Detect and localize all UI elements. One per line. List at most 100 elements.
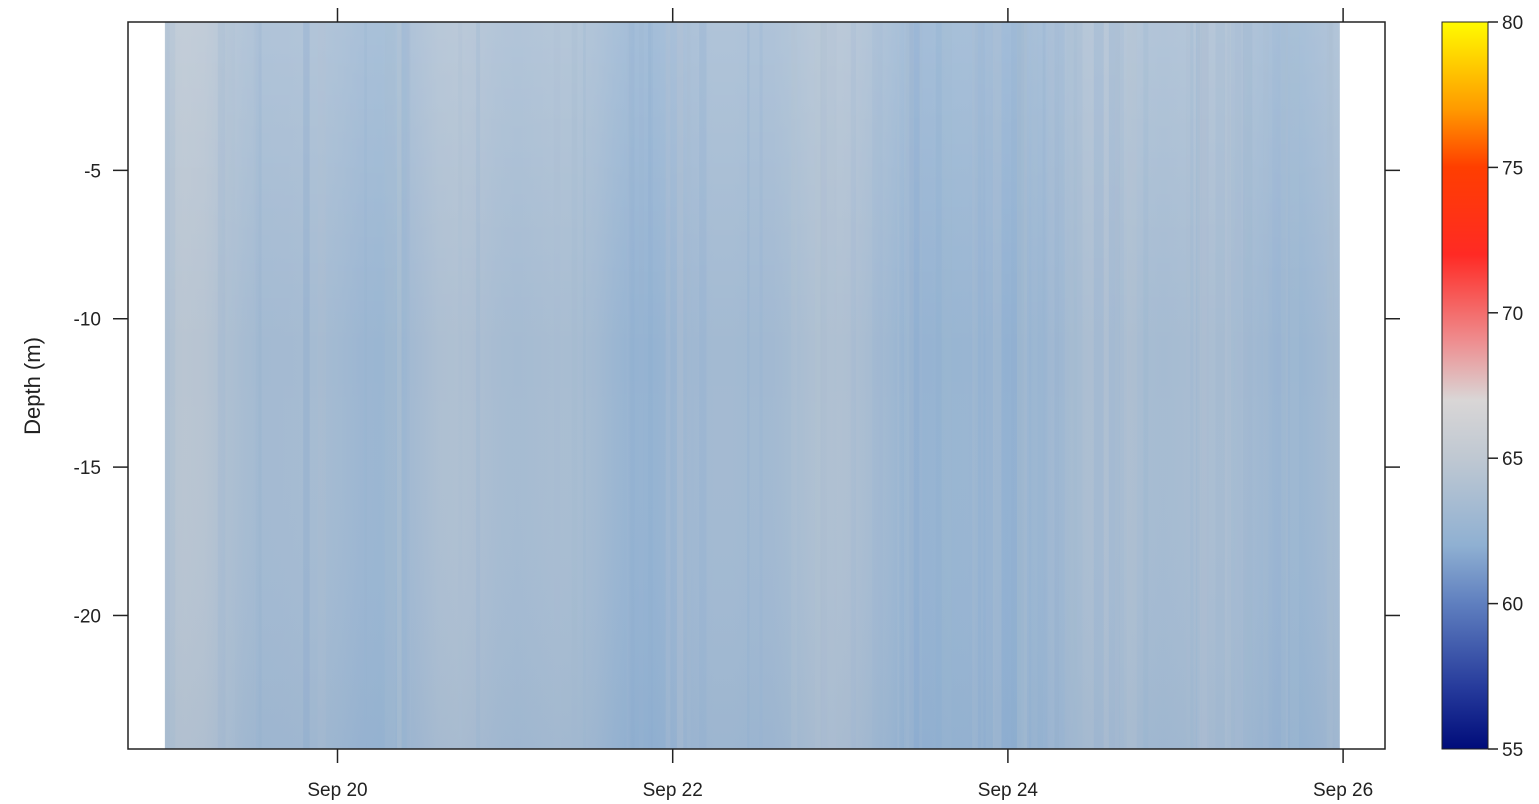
heatmap-streak bbox=[1196, 22, 1202, 749]
colorbar-tick-label: 75 bbox=[1502, 158, 1523, 179]
heatmap-streak bbox=[1243, 22, 1253, 749]
heatmap-streak bbox=[476, 22, 481, 749]
heatmap-streak bbox=[364, 22, 367, 749]
heatmap-streak bbox=[317, 22, 326, 749]
heatmap-streak bbox=[980, 22, 984, 749]
x-tick-label: Sep 20 bbox=[307, 780, 367, 801]
colorbar-tick-label: 60 bbox=[1502, 595, 1523, 616]
y-tick-label: -10 bbox=[74, 310, 101, 331]
heatmap-streak bbox=[1115, 22, 1120, 749]
heatmap-streak bbox=[1197, 22, 1207, 749]
y-tick-label: -5 bbox=[84, 161, 101, 182]
heatmap-depth-shade bbox=[164, 22, 1340, 749]
heatmap-streak bbox=[303, 22, 310, 749]
heatmap-streak bbox=[1285, 22, 1288, 749]
colorbar-tick-label: 80 bbox=[1502, 13, 1523, 34]
heatmap-streak bbox=[1047, 22, 1055, 749]
y-tick-label: -15 bbox=[74, 458, 101, 479]
heatmap-streak bbox=[401, 22, 410, 749]
heatmap-streak bbox=[1017, 22, 1025, 749]
heatmap-streak bbox=[406, 22, 411, 749]
heatmap-streak bbox=[1066, 22, 1077, 749]
heatmap-streak bbox=[699, 22, 707, 749]
heatmap-streak bbox=[1093, 22, 1104, 749]
heatmap-streak bbox=[1017, 22, 1028, 749]
heatmap-streak bbox=[1215, 22, 1225, 749]
x-tick-label: Sep 26 bbox=[1313, 780, 1373, 801]
colorbar-tick-label: 55 bbox=[1502, 740, 1523, 761]
heatmap-streak bbox=[909, 22, 920, 749]
heatmap-streak bbox=[974, 22, 985, 749]
heatmap-streak bbox=[1198, 22, 1209, 749]
heatmap-streak bbox=[791, 22, 798, 749]
heatmap-streak bbox=[1054, 22, 1059, 749]
heatmap-streak bbox=[1119, 22, 1124, 749]
heatmap-streak bbox=[626, 22, 631, 749]
heatmap-streak bbox=[253, 22, 256, 749]
heatmap-streak bbox=[821, 22, 828, 749]
heatmap-streak bbox=[820, 22, 827, 749]
heatmap-streak bbox=[1227, 22, 1230, 749]
heatmap-streak bbox=[1108, 22, 1120, 749]
heatmap-streak bbox=[814, 22, 822, 749]
heatmap-streak bbox=[571, 22, 578, 749]
heatmap-streak bbox=[1042, 22, 1045, 749]
heatmap-streak bbox=[384, 22, 396, 749]
colorbar bbox=[1441, 21, 1489, 750]
heatmap-streak bbox=[553, 22, 561, 749]
heatmap-streak bbox=[1023, 22, 1029, 749]
heatmap-streak bbox=[1201, 22, 1209, 749]
heatmap-streak bbox=[1289, 22, 1300, 749]
heatmap-streak bbox=[897, 22, 900, 749]
heatmap-streak bbox=[226, 22, 235, 749]
heatmap-streak bbox=[1230, 22, 1242, 749]
heatmap-streak bbox=[904, 22, 914, 749]
x-tick-label: Sep 22 bbox=[643, 780, 703, 801]
colorbar-tick-label: 70 bbox=[1502, 304, 1523, 325]
heatmap-streak bbox=[941, 22, 952, 749]
heatmap-streak bbox=[1243, 22, 1253, 749]
heatmap-streak bbox=[648, 22, 651, 749]
heatmap-streak bbox=[401, 22, 411, 749]
heatmap-streak bbox=[1263, 22, 1269, 749]
heatmap-streak bbox=[992, 22, 1002, 749]
heatmap-streak bbox=[665, 22, 671, 749]
heatmap-streak bbox=[1329, 22, 1334, 749]
heatmap-streak bbox=[1272, 22, 1281, 749]
y-axis-label: Depth (m) bbox=[20, 337, 45, 435]
heatmap-streak bbox=[164, 22, 176, 749]
heatmap-streak bbox=[687, 22, 691, 749]
heatmap-streak bbox=[1143, 22, 1149, 749]
heatmap-streak bbox=[648, 22, 653, 749]
heatmap-streak bbox=[166, 22, 170, 749]
heatmap-streak bbox=[1031, 22, 1038, 749]
heatmap-streak bbox=[759, 22, 763, 749]
heatmap-streak bbox=[397, 22, 402, 749]
heatmap-streak bbox=[1017, 22, 1027, 749]
heatmap-streak bbox=[258, 22, 262, 749]
heatmap-streak bbox=[458, 22, 463, 749]
heatmap-streak bbox=[1126, 22, 1137, 749]
heatmap-streak bbox=[1073, 22, 1083, 749]
heatmap-streaks bbox=[164, 22, 1334, 749]
heatmap-streak bbox=[1042, 22, 1046, 749]
x-tick-label: Sep 24 bbox=[978, 780, 1039, 801]
heatmap-streak bbox=[1235, 22, 1245, 749]
y-tick-label: -20 bbox=[74, 606, 101, 627]
heatmap-streak bbox=[1195, 22, 1200, 749]
colorbar-tick-label: 65 bbox=[1502, 449, 1523, 470]
heatmap-streak bbox=[1011, 22, 1022, 749]
heatmap-streak bbox=[747, 22, 750, 749]
heatmap-streak bbox=[1186, 22, 1191, 749]
y-axis: -5 -10 -15 -20 bbox=[74, 161, 1400, 627]
heatmap-streak bbox=[255, 22, 262, 749]
heatmap-streak bbox=[639, 22, 644, 749]
heatmap-streak bbox=[1224, 22, 1231, 749]
heatmap-streak bbox=[935, 22, 942, 749]
plot-frame bbox=[127, 21, 1386, 750]
heatmap-streak bbox=[972, 22, 978, 749]
heatmap-streak bbox=[919, 22, 923, 749]
heatmap-streak bbox=[986, 22, 995, 749]
heatmap-streak bbox=[676, 22, 684, 749]
